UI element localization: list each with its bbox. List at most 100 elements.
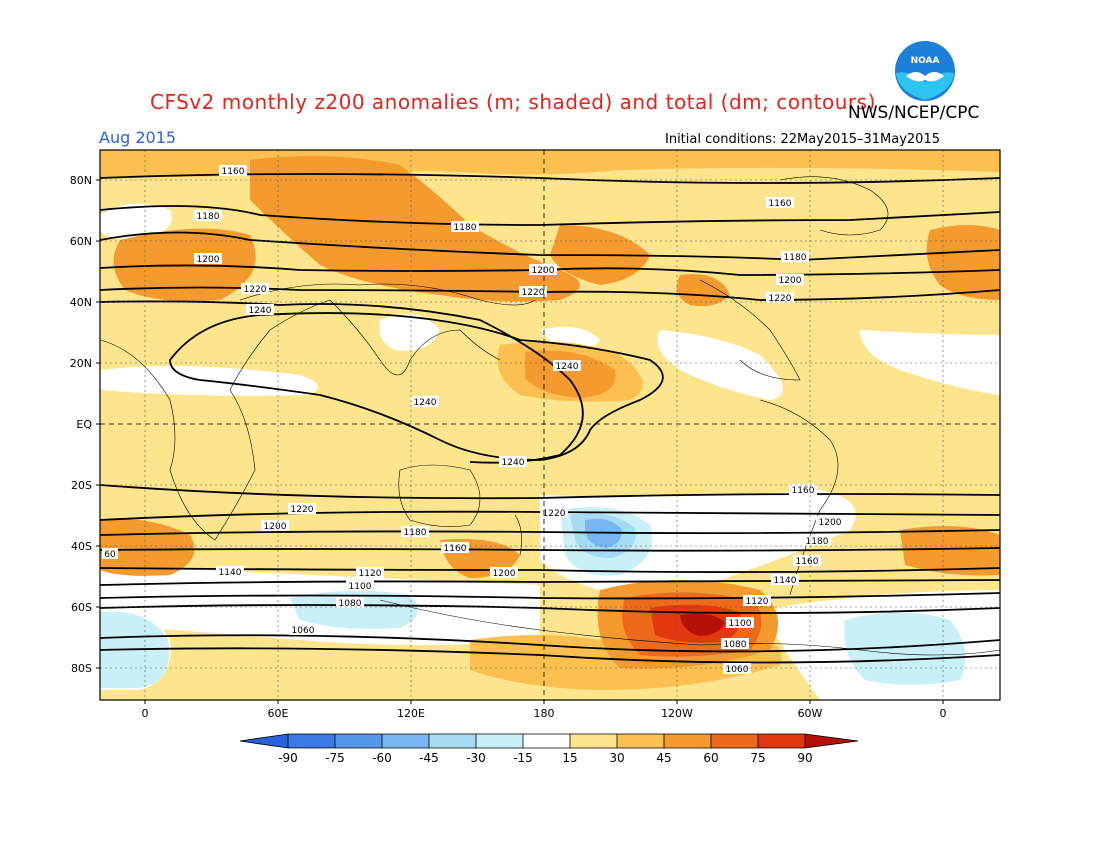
lat-label: 40N [70, 296, 92, 309]
svg-text:1220: 1220 [769, 294, 792, 304]
lat-label: EQ [76, 418, 92, 431]
colorbar-tick: -90 [278, 751, 298, 765]
axis-ticks [96, 179, 944, 704]
contour-labels: 1160 1180 1200 1220 1240 1240 1240 1240 … [102, 165, 844, 675]
contour-label: 1160 [793, 555, 821, 567]
contour-label: 1180 [781, 251, 809, 263]
svg-text:1200: 1200 [532, 266, 555, 276]
contour-label: 1200 [816, 516, 844, 528]
lat-lon-grid [100, 150, 1000, 700]
colorbar-tick: 45 [656, 751, 671, 765]
colorbar-swatch [240, 734, 288, 748]
svg-text:1060: 1060 [726, 665, 749, 675]
svg-text:1160: 1160 [444, 544, 467, 554]
contour-label: 1220 [288, 503, 316, 515]
latitude-labels: 80N 60N 40N 20N EQ 20S 40S 60S 80S [70, 174, 93, 675]
lat-label: 20S [71, 479, 92, 492]
svg-text:1080: 1080 [339, 599, 362, 609]
anomaly-shading [100, 150, 1000, 700]
contour-label: 1080 [721, 638, 749, 650]
svg-text:1220: 1220 [291, 505, 314, 515]
lon-label: 120W [661, 707, 693, 720]
contour-label: 1220 [540, 507, 568, 519]
contour-label: 1200 [194, 253, 222, 265]
svg-text:1200: 1200 [493, 569, 516, 579]
colorbar-swatch [476, 734, 523, 748]
colorbar-tick: 30 [609, 751, 624, 765]
colorbar-tick: -45 [419, 751, 439, 765]
svg-text:1100: 1100 [729, 619, 752, 629]
colorbar-tick: 90 [797, 751, 812, 765]
colorbar-swatch [523, 734, 570, 748]
colorbar-swatch [288, 734, 335, 748]
contour-label: 1060 [723, 663, 751, 675]
svg-text:60: 60 [104, 550, 116, 560]
colorbar-tick: 60 [703, 751, 718, 765]
contour-label: 1160 [219, 165, 247, 177]
lat-label: 40S [71, 540, 92, 553]
contour-label: 1200 [490, 567, 518, 579]
svg-text:1180: 1180 [806, 537, 829, 547]
lat-label: 60N [70, 235, 92, 248]
contour-label: 1220 [766, 292, 794, 304]
lon-label: 0 [940, 707, 947, 720]
svg-text:1120: 1120 [746, 597, 769, 607]
contour-label: 1080 [336, 597, 364, 609]
contour-label: 1060 [289, 624, 317, 636]
svg-text:1180: 1180 [197, 212, 220, 222]
svg-text:1080: 1080 [724, 640, 747, 650]
contour-label: 1180 [803, 535, 831, 547]
svg-text:1140: 1140 [774, 576, 797, 586]
colorbar-swatch [805, 734, 858, 748]
contour-label: 1240 [553, 360, 581, 372]
contour-label: 1180 [194, 210, 222, 222]
colorbar-tick: -75 [325, 751, 345, 765]
svg-text:1220: 1220 [244, 285, 267, 295]
svg-text:1160: 1160 [769, 199, 792, 209]
colorbar-tick: -30 [466, 751, 486, 765]
contour-label: 60 [102, 548, 118, 560]
contour-label: 1200 [261, 520, 289, 532]
contour-label: 1100 [346, 580, 374, 592]
contour-label: 1140 [216, 566, 244, 578]
lon-label: 180 [534, 707, 555, 720]
lat-label: 80S [71, 662, 92, 675]
svg-text:1200: 1200 [264, 522, 287, 532]
initial-conditions: Initial conditions: 22May2015–31May2015 [665, 132, 940, 147]
agency-label: NWS/NCEP/CPC [848, 103, 980, 123]
contour-label: 1160 [789, 484, 817, 496]
contour-label: 1240 [499, 456, 527, 468]
svg-text:1140: 1140 [219, 568, 242, 578]
lon-label: 0 [142, 707, 149, 720]
colorbar: -90 -75 -60 -45 -30 -15 15 30 45 60 75 9… [239, 733, 859, 765]
svg-text:1200: 1200 [819, 518, 842, 528]
colorbar-swatch [335, 734, 382, 748]
contour-label: 1200 [529, 264, 557, 276]
contour-label: 1140 [771, 574, 799, 586]
colorbar-tick: 75 [750, 751, 765, 765]
svg-text:1240: 1240 [414, 398, 437, 408]
contour-label: 1200 [776, 274, 804, 286]
colorbar-tick: -60 [372, 751, 392, 765]
colorbar-tick: 15 [562, 751, 577, 765]
svg-text:1240: 1240 [249, 306, 272, 316]
svg-text:1180: 1180 [454, 223, 477, 233]
map-title: CFSv2 monthly z200 anomalies (m; shaded)… [150, 90, 876, 114]
svg-text:1240: 1240 [556, 362, 579, 372]
svg-text:1120: 1120 [359, 569, 382, 579]
contour-label: 1120 [743, 595, 771, 607]
contour-label: 1160 [766, 197, 794, 209]
contour-label: 1240 [246, 304, 274, 316]
svg-text:1200: 1200 [779, 276, 802, 286]
svg-text:1160: 1160 [796, 557, 819, 567]
svg-text:1200: 1200 [197, 255, 220, 265]
contour-label: 1120 [356, 567, 384, 579]
colorbar-swatch [382, 734, 429, 748]
svg-text:1240: 1240 [502, 458, 525, 468]
svg-text:1060: 1060 [292, 626, 315, 636]
map-frame [99, 149, 1001, 701]
svg-text:1100: 1100 [349, 582, 372, 592]
contour-label: 1220 [241, 283, 269, 295]
colorbar-swatch [617, 734, 664, 748]
